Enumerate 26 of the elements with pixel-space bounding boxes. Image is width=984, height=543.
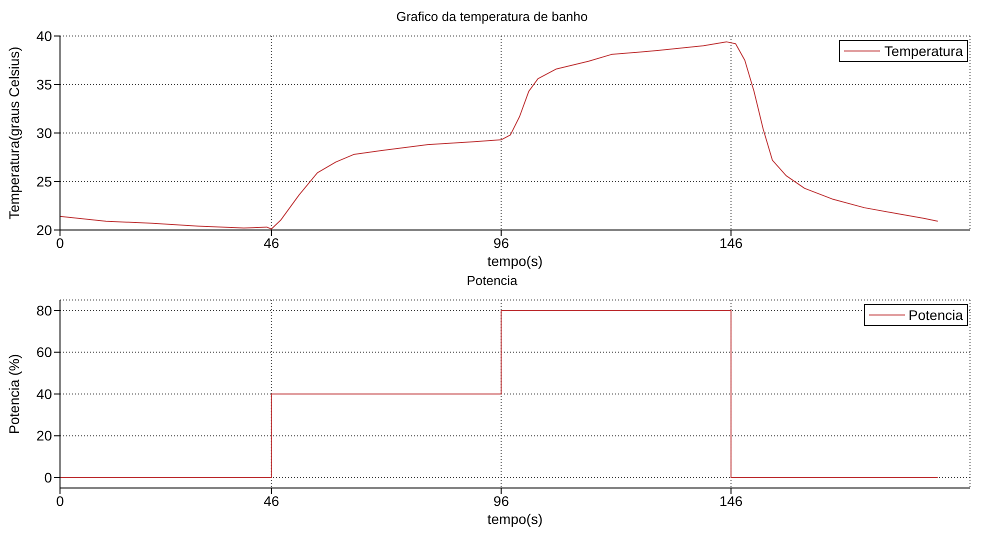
y-tick-label: 30 [36,124,52,141]
y-tick-label: 0 [44,470,52,486]
x-tick-label: 0 [56,492,64,509]
x-axis-title: tempo(s) [487,253,543,269]
y-tick-label: 40 [36,28,52,44]
chart-title: Potencia [466,272,518,290]
legend-label: Temperatura [884,42,963,60]
legend-label: Potencia [908,306,963,324]
y-tick-label: 80 [36,302,52,318]
y-tick-label: 35 [36,76,52,92]
x-axis-title: tempo(s) [487,511,543,527]
x-tick-label: 146 [719,492,743,509]
y-axis-title: Potencia (%) [6,354,22,434]
x-tick-label: 96 [493,234,510,251]
x-tick-label: 0 [56,234,64,251]
y-tick-label: 25 [36,173,52,190]
y-tick-label: 20 [36,222,52,238]
x-tick-label: 46 [264,492,280,509]
y-tick-label: 60 [36,344,52,360]
x-tick-label: 146 [719,234,743,251]
y-tick-label: 20 [36,428,52,444]
y-tick-label: 40 [36,386,52,402]
chart-title: Grafico da temperatura de banho [395,8,589,26]
x-tick-label: 96 [493,492,510,509]
x-tick-label: 46 [264,234,280,251]
y-axis-title: Temperatura(graus Celsius) [6,46,22,220]
